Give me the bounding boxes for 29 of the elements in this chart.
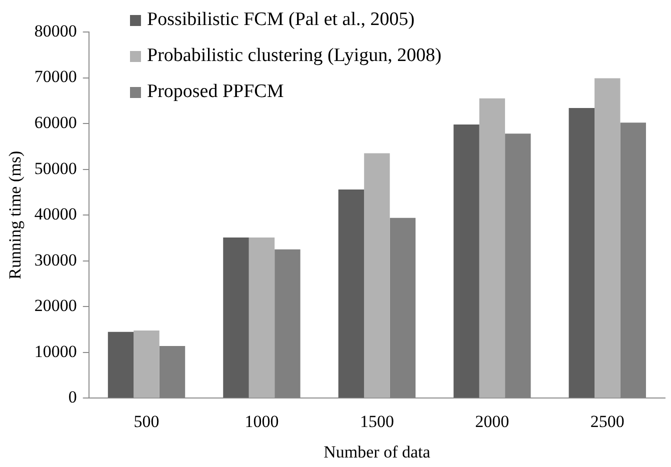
bar: [568, 108, 595, 398]
x-tick-label: 1500: [360, 412, 394, 431]
y-tick-label: 10000: [34, 342, 77, 361]
bar: [134, 330, 160, 398]
y-tick-label: 60000: [34, 113, 77, 132]
legend-label: Probabilistic clustering (Lyigun, 2008): [147, 44, 442, 68]
bar: [594, 78, 620, 398]
bar: [248, 238, 275, 398]
x-tick-label: 2500: [590, 412, 624, 431]
bar: [223, 238, 249, 398]
y-tick-label: 80000: [34, 21, 77, 40]
y-tick-label: 70000: [34, 67, 77, 86]
x-tick-label: 1000: [244, 412, 279, 431]
bar: [364, 153, 390, 398]
y-tick-label: 0: [68, 388, 77, 407]
y-tick-label: 30000: [34, 250, 77, 270]
bar: [479, 98, 506, 398]
bar: [108, 332, 134, 398]
y-tick-label: 50000: [34, 158, 77, 178]
x-axis-title: Number of data: [324, 442, 431, 462]
y-tick-label: 20000: [34, 296, 77, 316]
x-tick-label: 500: [134, 412, 160, 431]
bar: [454, 124, 480, 398]
legend-label: Possibilistic FCM (Pal et al., 2005): [147, 8, 415, 32]
legend-label: Proposed PPFCM: [147, 80, 284, 104]
y-axis-title: Running time (ms): [6, 150, 25, 280]
y-tick-label: 40000: [34, 204, 77, 224]
bar: [338, 189, 364, 398]
x-tick-label: 2000: [475, 412, 510, 431]
